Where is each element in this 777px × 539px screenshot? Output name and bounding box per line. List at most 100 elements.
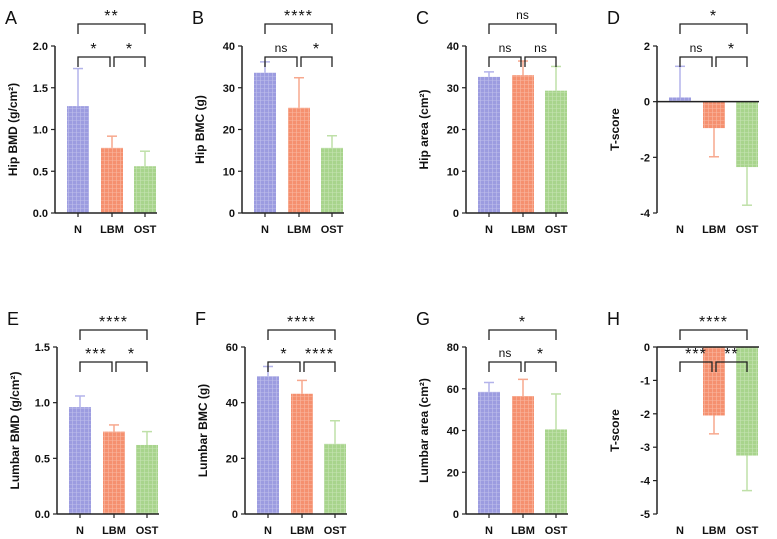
significance-bracket xyxy=(113,56,146,67)
significance-bracket xyxy=(267,329,336,340)
significance-label: ns xyxy=(690,41,703,55)
significance-label: ns xyxy=(534,41,547,55)
y-tick-label: 20 xyxy=(226,453,238,465)
panel-letter: H xyxy=(607,309,620,329)
y-axis-label: Lumbar area (cm²) xyxy=(417,378,431,483)
panel-g: G Lumbar area (cm²) N LBM OST 0 20 40 60 80 * ns * xyxy=(416,309,568,537)
x-tick-label: LBM xyxy=(290,525,314,534)
significance-bracket xyxy=(303,361,336,372)
significance-label: *** xyxy=(85,346,107,363)
x-tick-label: N xyxy=(676,224,684,236)
significance-label: **** xyxy=(99,314,128,331)
x-tick-label: N xyxy=(485,525,493,534)
significance-label: * xyxy=(537,346,544,363)
bar-lbm xyxy=(512,75,534,213)
significance-bracket xyxy=(679,361,713,372)
y-tick-label: 60 xyxy=(226,342,238,354)
y-tick-label: 30 xyxy=(223,83,235,95)
y-tick-label: 60 xyxy=(447,384,459,396)
panel-letter: B xyxy=(192,8,204,28)
y-axis-label: T-score xyxy=(608,108,622,151)
bar-lbm xyxy=(101,147,123,213)
y-axis-label: Lumbar BMC (g) xyxy=(196,384,210,477)
y-tick-label: 0 xyxy=(229,208,235,220)
significance-label: ** xyxy=(104,8,118,25)
panel-letter: F xyxy=(195,309,206,329)
bar-n xyxy=(254,72,276,213)
significance-label: ns xyxy=(499,41,512,55)
x-tick-label: LBM xyxy=(511,224,535,236)
panel-letter: G xyxy=(416,309,430,329)
y-tick-label: 40 xyxy=(226,398,238,410)
y-tick-label: 10 xyxy=(447,166,459,178)
bar-ost xyxy=(545,429,567,514)
y-tick-label: 0 xyxy=(644,97,650,109)
significance-bracket xyxy=(488,23,557,34)
significance-label: * xyxy=(126,41,133,58)
y-tick-label: 0.5 xyxy=(35,453,50,465)
bar-ost xyxy=(736,347,758,456)
y-tick-label: -2 xyxy=(640,409,650,421)
x-tick-label: OST xyxy=(136,525,159,534)
x-tick-label: LBM xyxy=(100,224,124,236)
x-tick-label: N xyxy=(676,525,684,534)
x-tick-label: OST xyxy=(736,224,759,236)
bar-ost xyxy=(321,147,343,213)
panel-b: B Hip BMC (g) N LBM OST 0 10 20 30 40 **** ns * xyxy=(192,8,344,236)
y-tick-label: -4 xyxy=(640,476,651,488)
x-tick-label: N xyxy=(74,224,82,236)
significance-bracket xyxy=(77,56,111,67)
significance-label: * xyxy=(710,8,717,25)
significance-bracket xyxy=(679,56,713,67)
significance-bracket xyxy=(715,361,748,372)
significance-label: * xyxy=(90,41,97,58)
x-tick-label: N xyxy=(485,224,493,236)
y-tick-label: 40 xyxy=(447,426,459,438)
y-tick-label: 2.0 xyxy=(33,41,48,53)
bar-lbm xyxy=(703,101,725,129)
y-tick-label: -1 xyxy=(640,375,650,387)
x-tick-label: LBM xyxy=(702,525,726,534)
significance-label: **** xyxy=(284,8,313,25)
y-axis-label: Hip BMD (g/cm²) xyxy=(6,83,20,176)
y-axis-label: T-score xyxy=(608,409,622,452)
significance-label: **** xyxy=(305,346,334,363)
significance-label: **** xyxy=(699,314,728,331)
y-tick-label: 80 xyxy=(447,342,459,354)
significance-label: ns xyxy=(516,8,529,22)
x-tick-label: OST xyxy=(321,224,344,236)
x-tick-label: OST xyxy=(736,525,759,534)
y-tick-label: -4 xyxy=(640,208,651,220)
x-tick-label: LBM xyxy=(511,525,535,534)
bar-ost xyxy=(545,90,567,213)
significance-label: * xyxy=(728,41,735,58)
significance-bracket xyxy=(488,56,522,67)
bar-ost xyxy=(136,444,158,514)
significance-bracket xyxy=(115,361,148,372)
significance-bracket xyxy=(79,361,113,372)
significance-bracket xyxy=(524,56,557,67)
y-tick-label: 0 xyxy=(453,208,459,220)
y-tick-label: 1.5 xyxy=(33,83,48,95)
x-tick-label: LBM xyxy=(702,224,726,236)
significance-label: ns xyxy=(499,346,512,360)
y-tick-label: -2 xyxy=(640,152,650,164)
y-tick-label: 10 xyxy=(223,166,235,178)
x-tick-label: N xyxy=(264,525,272,534)
bar-n xyxy=(69,407,91,514)
significance-bracket xyxy=(679,23,748,34)
significance-bracket xyxy=(77,23,146,34)
panel-letter: D xyxy=(607,8,620,28)
y-tick-label: 0.0 xyxy=(35,509,50,521)
y-tick-label: 20 xyxy=(447,125,459,137)
significance-label: ns xyxy=(275,41,288,55)
y-tick-label: 1.0 xyxy=(33,125,48,137)
significance-bracket xyxy=(79,329,148,340)
significance-bracket xyxy=(264,56,298,67)
significance-label: * xyxy=(280,346,287,363)
bar-n xyxy=(257,376,279,514)
